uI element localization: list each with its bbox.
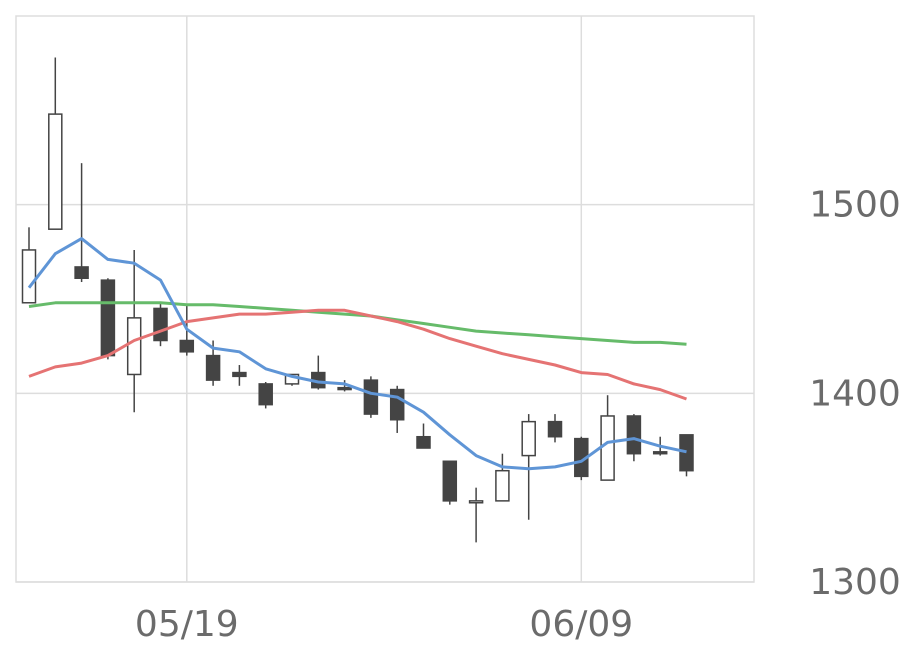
candle <box>626 414 642 462</box>
candle-body-down <box>547 420 563 438</box>
candle <box>258 382 273 409</box>
candle-body-up <box>521 420 536 457</box>
moving-average-long <box>28 301 687 346</box>
moving-average-mid <box>28 308 688 401</box>
x-tick-label: 05/19 <box>135 604 239 645</box>
candle <box>232 365 247 386</box>
candle <box>495 453 510 502</box>
candle-body-down <box>679 434 694 472</box>
candle <box>48 57 63 230</box>
x-axis-ticks: 05/19 06/09 <box>135 604 633 645</box>
candle <box>21 227 37 304</box>
candle <box>126 249 142 413</box>
candles <box>21 57 694 543</box>
candle-body-down <box>258 383 273 406</box>
candle-body-down <box>416 435 431 449</box>
candle-body-down <box>100 279 116 357</box>
candle-body-down <box>74 266 89 279</box>
candle <box>574 436 589 481</box>
moving-average-short <box>27 237 687 471</box>
candle <box>600 395 615 481</box>
candle <box>468 487 484 543</box>
y-tick-label: 1500 <box>809 185 901 226</box>
candle-body-down <box>179 339 195 353</box>
plot-frame <box>15 15 755 583</box>
candle-body-down <box>153 307 168 342</box>
candle-body-down <box>652 451 668 455</box>
candle <box>100 278 116 360</box>
candle <box>416 423 431 449</box>
grid <box>16 16 754 583</box>
candle <box>363 376 379 418</box>
candle-body-down <box>363 379 379 415</box>
candle <box>521 414 536 520</box>
candle-body-up <box>600 415 615 481</box>
candle-body-down <box>389 388 405 421</box>
candle <box>153 302 168 347</box>
x-tick-label: 06/09 <box>529 604 633 645</box>
y-axis-ticks: 1300 1400 1500 <box>809 185 901 603</box>
y-tick-label: 1400 <box>809 373 901 414</box>
moving-average-lines <box>27 237 688 471</box>
candle-body-up <box>21 249 37 304</box>
candle-body-down <box>442 460 458 502</box>
candle <box>442 460 458 505</box>
candle <box>337 380 352 392</box>
candle-body-up <box>495 469 510 502</box>
candle-body-down <box>626 415 642 455</box>
candle-body-down <box>205 354 221 381</box>
y-tick-label: 1300 <box>809 562 901 603</box>
candle-body-up <box>468 500 484 504</box>
candle <box>389 385 405 433</box>
candle <box>679 434 694 477</box>
candle <box>311 355 326 390</box>
candle-body-down <box>337 386 352 391</box>
candle-body-down <box>232 371 247 378</box>
candle-body-up <box>48 113 63 230</box>
candle-body-up <box>126 317 142 376</box>
candle <box>74 163 89 283</box>
candle <box>547 414 563 443</box>
